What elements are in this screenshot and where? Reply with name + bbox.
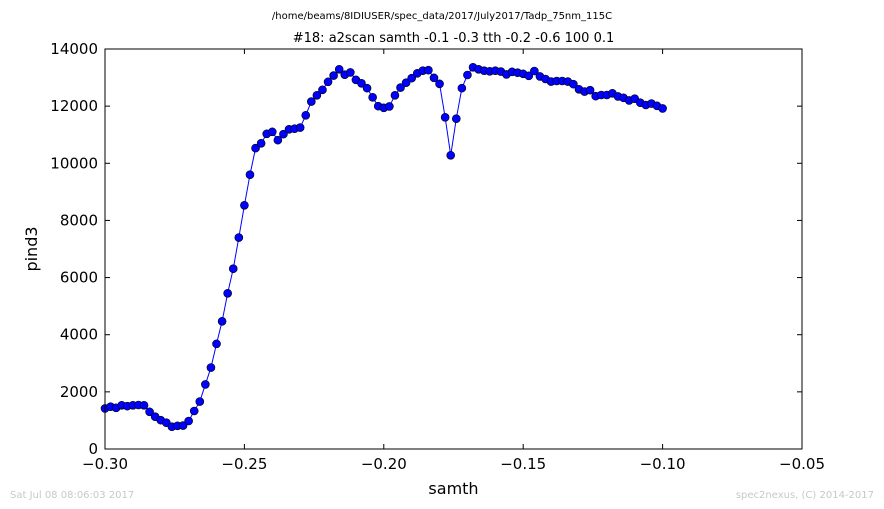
data-point — [390, 90, 400, 100]
data-point — [301, 110, 311, 120]
chart-title: #18: a2scan samth -0.1 -0.3 tth -0.2 -0.… — [293, 31, 615, 46]
data-point — [368, 92, 377, 102]
data-point — [429, 73, 439, 83]
data-point — [424, 65, 433, 75]
chart-suptitle: /home/beams/8IDIUSER/spec_data/2017/July… — [272, 11, 612, 22]
data-point — [334, 64, 344, 74]
data-point — [223, 288, 232, 298]
data-point — [446, 150, 456, 160]
data-point — [385, 102, 394, 111]
data-point — [435, 79, 444, 89]
y-tick-label: 14000 — [50, 40, 98, 58]
data-point — [530, 66, 539, 76]
data-point — [396, 83, 405, 92]
data-point — [440, 112, 450, 122]
x-tick-label: −0.20 — [361, 455, 407, 473]
data-point — [362, 83, 372, 93]
axes-frame — [104, 48, 803, 450]
data-point — [245, 170, 255, 180]
data-point — [658, 104, 667, 113]
data-point — [318, 85, 327, 95]
y-tick-label: 4000 — [60, 326, 98, 344]
data-point — [329, 71, 338, 80]
x-tick-label: −0.10 — [640, 455, 686, 473]
data-point — [228, 264, 238, 274]
data-point — [234, 233, 244, 242]
data-point — [267, 127, 277, 137]
data-point — [323, 77, 333, 87]
data-point — [189, 406, 199, 416]
data-point — [256, 138, 266, 148]
data-point — [139, 400, 149, 410]
data-point — [312, 90, 322, 100]
data-point — [463, 70, 472, 80]
data-point — [524, 71, 534, 81]
data-point — [212, 339, 221, 349]
y-tick-label: 10000 — [50, 154, 98, 172]
y-axis: 0 2000 4000 6000 8000 10000 12000 14000 — [50, 40, 802, 458]
data-point — [251, 143, 260, 153]
x-tick-label: −0.05 — [779, 455, 825, 473]
data-point — [569, 79, 578, 89]
data-point — [457, 83, 467, 93]
x-tick-label: −0.15 — [500, 455, 546, 473]
y-tick-label: 6000 — [60, 269, 98, 287]
x-tick-label: −0.25 — [221, 455, 267, 473]
data-point — [206, 363, 216, 372]
footer-credit: spec2nexus, (C) 2014-2017 — [736, 490, 874, 501]
series-line — [104, 66, 663, 428]
y-tick-label: 12000 — [50, 97, 98, 115]
data-point — [178, 421, 188, 430]
data-point — [585, 85, 595, 95]
x-axis-label: samth — [428, 479, 478, 498]
data-point — [273, 135, 283, 145]
data-point — [401, 78, 411, 88]
x-tick-label: −0.30 — [82, 455, 128, 473]
data-point — [407, 73, 416, 83]
series-layer — [100, 62, 667, 432]
data-point — [201, 380, 210, 389]
data-point — [217, 316, 227, 326]
data-point — [357, 78, 366, 88]
y-tick-label: 2000 — [60, 383, 98, 401]
data-point — [240, 200, 249, 210]
data-point — [184, 416, 193, 426]
data-point — [451, 114, 461, 124]
data-point — [307, 97, 316, 106]
data-point — [145, 407, 154, 417]
y-tick-label: 8000 — [60, 211, 98, 229]
data-point — [295, 123, 305, 132]
data-point — [195, 397, 205, 406]
footer-timestamp: Sat Jul 08 08:06:03 2017 — [10, 490, 134, 501]
data-point — [279, 129, 288, 139]
x-axis: −0.30 −0.25 −0.20 −0.15 −0.10 −0.05 — [82, 49, 825, 473]
y-axis-label: pind3 — [22, 226, 41, 271]
data-point — [346, 68, 355, 77]
y-tick-label: 0 — [88, 440, 98, 458]
